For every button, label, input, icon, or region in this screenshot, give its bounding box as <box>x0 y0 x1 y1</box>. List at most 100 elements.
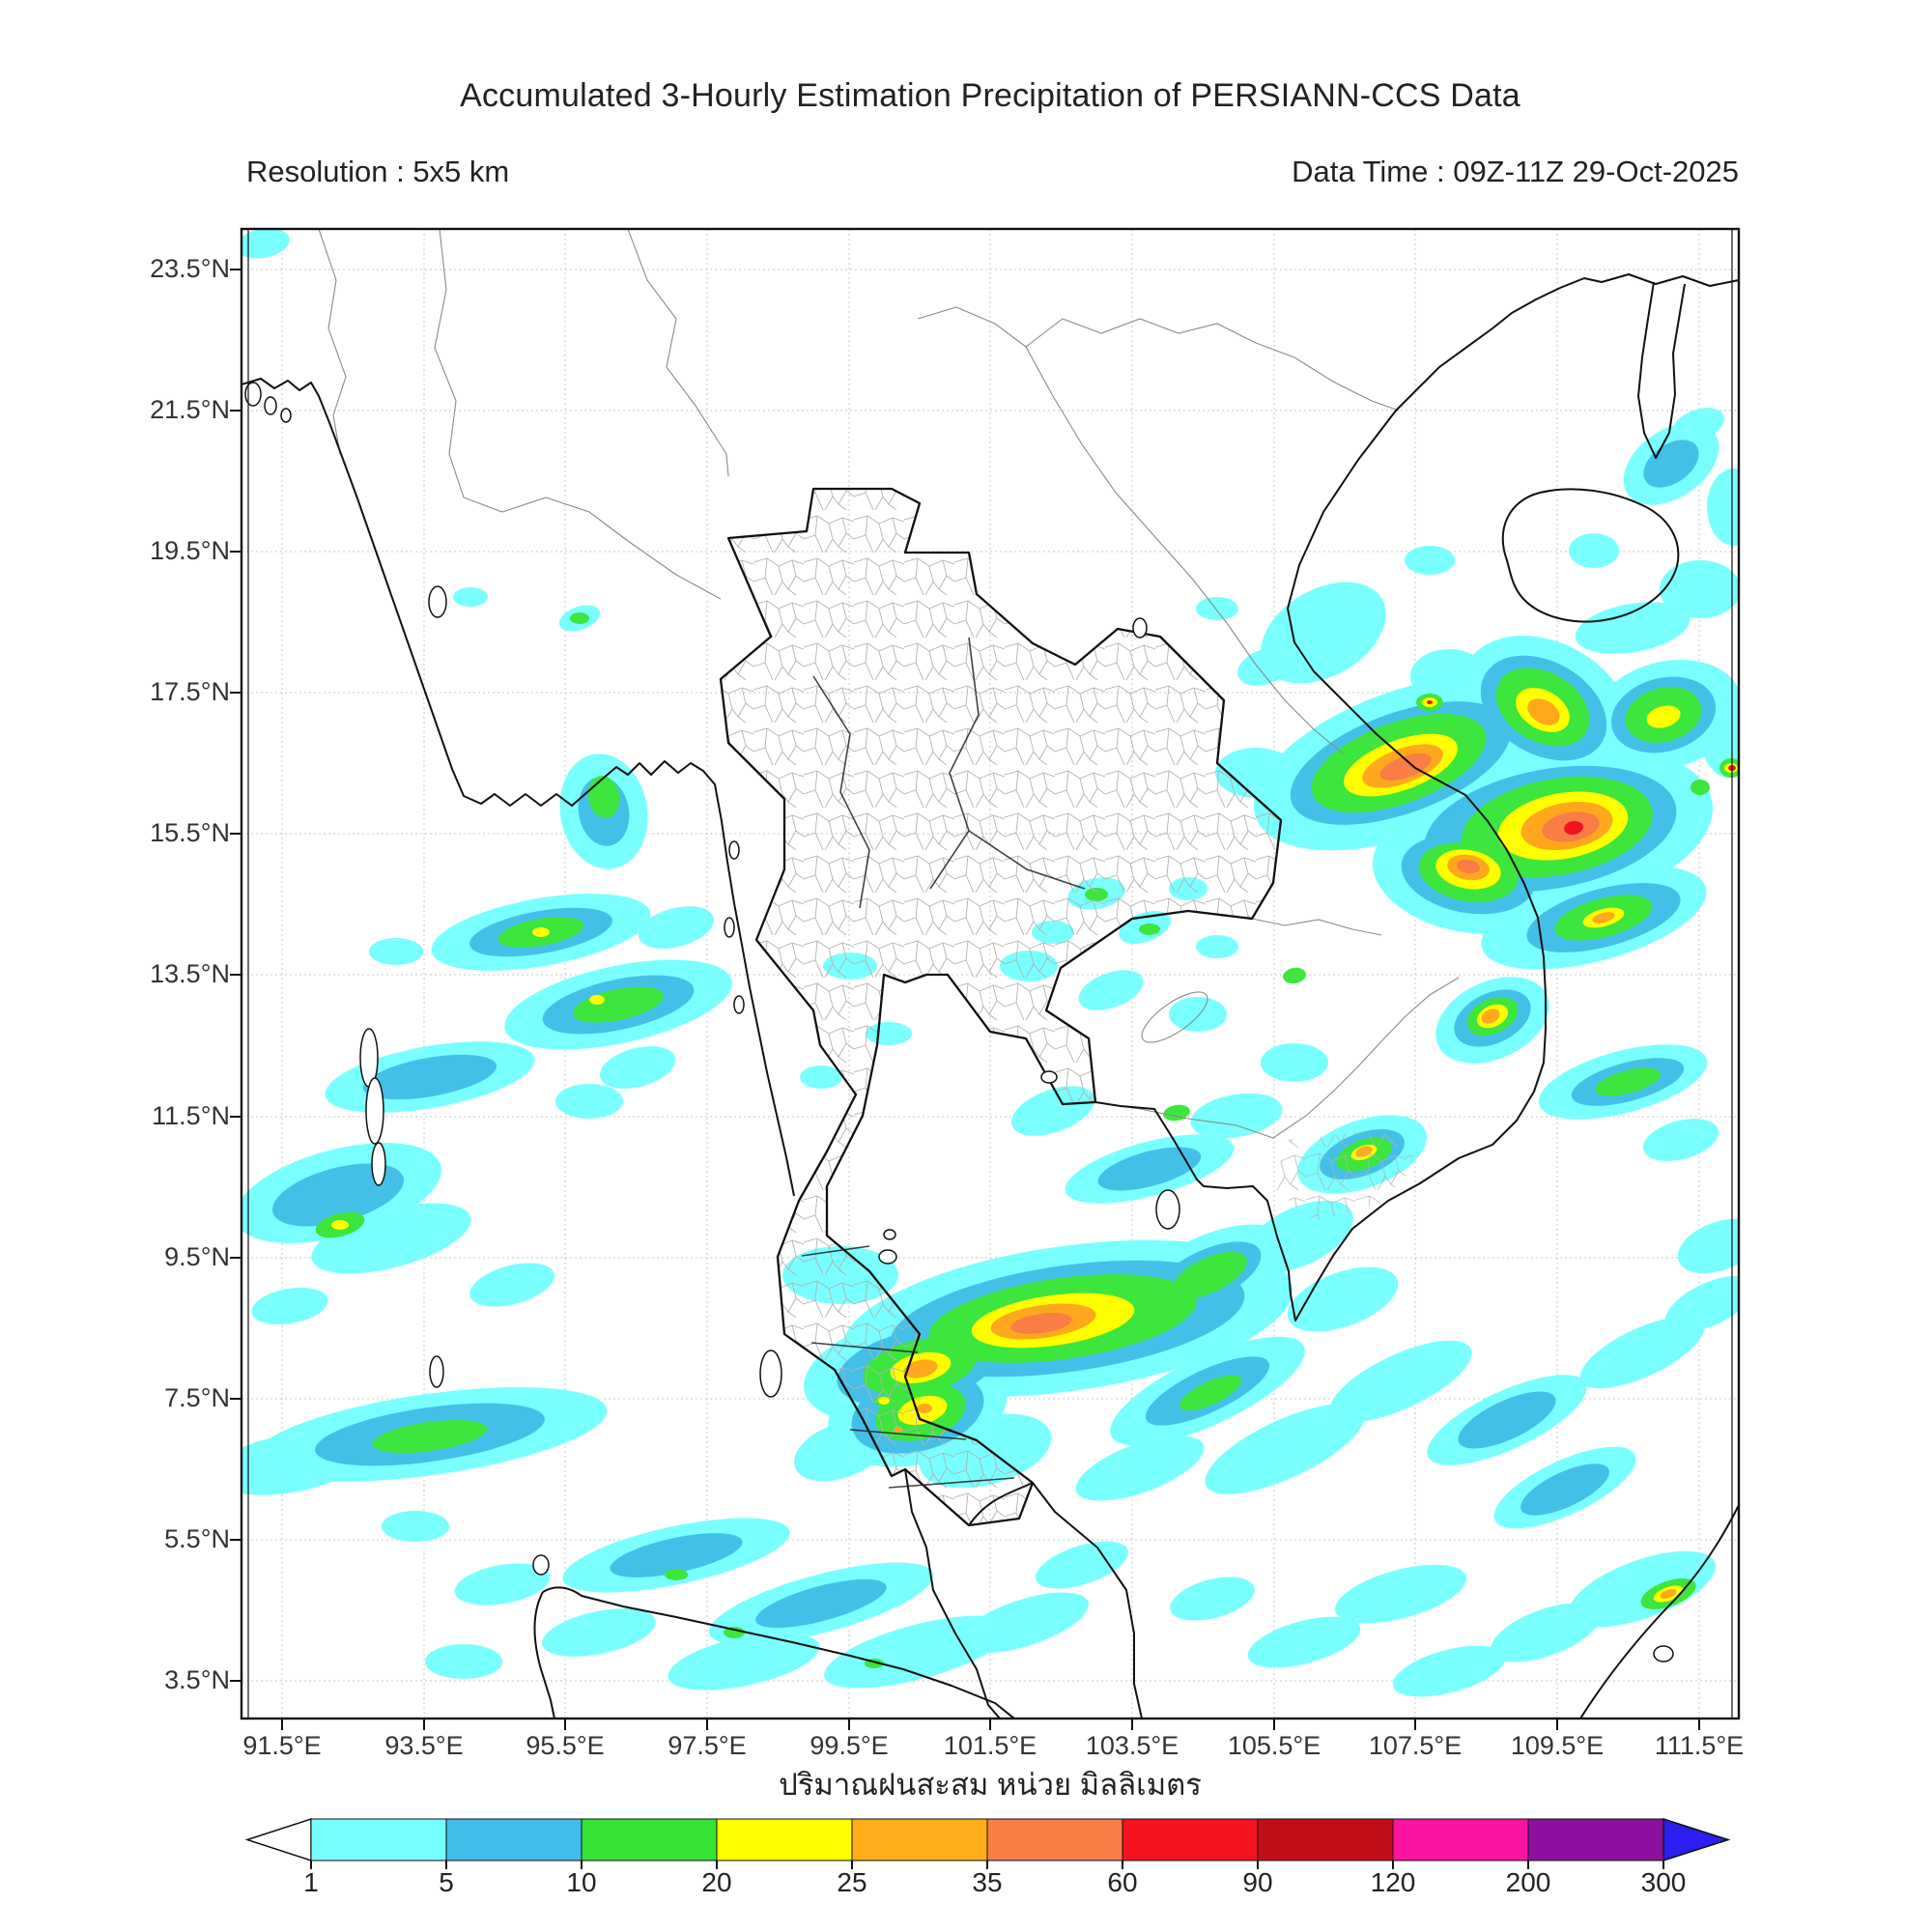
precip-blob-green <box>1139 923 1160 935</box>
precip-blob-cyan <box>1196 597 1238 620</box>
precip-blob-green <box>1179 1375 1242 1411</box>
precip-blob-green <box>665 1569 688 1580</box>
precip-blob-yellow <box>532 927 550 937</box>
colorbar-segment <box>581 1818 718 1861</box>
precip-blob-cyan <box>369 938 423 965</box>
page-title: Accumulated 3-Hourly Estimation Precipit… <box>460 77 1520 114</box>
precip-blob-cyan <box>382 1511 449 1542</box>
colorbar-label-thai: ปริมาณฝนสะสม หน่วย มิลลิเมตร <box>779 1768 1202 1802</box>
subtitle-datatime: Data Time : 09Z-11Z 29-Oct-2025 <box>1292 155 1739 188</box>
precip-blob-cyan <box>959 1592 1089 1654</box>
country-borders-thin <box>318 230 1460 1139</box>
precip-blob-orange <box>903 1359 938 1378</box>
precip-blob-cyan <box>1036 1541 1128 1589</box>
precip-blob-cyan <box>668 1633 820 1690</box>
precip-blob-orange <box>1527 698 1560 725</box>
precipitation-field <box>242 230 1738 1697</box>
precip-blob-cyan <box>1569 533 1619 568</box>
x-tick-label: 105.5°E <box>1227 1731 1321 1760</box>
precip-blob-cyan <box>1672 408 1724 442</box>
x-tick-label: 103.5°E <box>1085 1731 1179 1760</box>
y-tick-label: 5.5°N <box>164 1524 230 1553</box>
precip-blob-red <box>1427 700 1433 704</box>
colorbar-tick-label: 90 <box>1242 1867 1273 1897</box>
precip-blob-cyan <box>1170 1577 1255 1621</box>
colorbar-tick-label: 120 <box>1370 1867 1416 1897</box>
colorbar-tick-label: 60 <box>1107 1867 1138 1897</box>
precip-blob-cyan <box>1392 1645 1506 1697</box>
precip-blob-yellow <box>1646 705 1681 728</box>
thailand-outline <box>719 487 1283 1527</box>
x-tick-label: 93.5°E <box>384 1731 464 1760</box>
colorbar-segment <box>1122 1818 1259 1861</box>
colorbar-tick-label: 20 <box>701 1867 732 1897</box>
precip-blob-orange <box>1660 1589 1677 1599</box>
colorbar-segment <box>1527 1818 1664 1861</box>
y-tick-label: 11.5°N <box>152 1101 230 1130</box>
subtitle-resolution: Resolution : 5x5 km <box>246 155 510 188</box>
colorbar-segment <box>445 1818 582 1861</box>
colorbar-tick-label: 200 <box>1505 1867 1551 1897</box>
x-tick-label: 107.5°E <box>1368 1731 1463 1760</box>
precip-blob-cyan <box>800 1065 842 1089</box>
precip-blob-blue <box>362 1054 497 1100</box>
precip-blob-cyan <box>1287 1266 1399 1332</box>
x-tick-label: 91.5°E <box>242 1731 322 1760</box>
precip-blob-cyan <box>1196 935 1238 958</box>
y-tick-label: 13.5°N <box>150 959 230 988</box>
precip-blob-orange <box>1592 912 1615 923</box>
precip-blob-cyan <box>1075 1435 1205 1501</box>
precip-blob-cyan <box>1410 649 1488 703</box>
y-tick-label: 9.5°N <box>164 1242 230 1271</box>
precip-blob-cyan <box>1205 1404 1365 1494</box>
precip-blob-cyan <box>1190 1093 1283 1139</box>
precip-blob-cyan <box>1329 1340 1472 1423</box>
precip-blob-red <box>1564 820 1583 836</box>
precip-blob-salmon <box>1379 753 1432 781</box>
precip-blob-salmon <box>1010 1313 1072 1334</box>
precip-blob-cyan <box>454 1563 551 1605</box>
precip-blob-green <box>587 776 620 818</box>
precip-blob-blue <box>1097 1147 1202 1191</box>
precip-blob-orange <box>1481 1009 1500 1024</box>
precip-blob-cyan <box>251 1287 328 1325</box>
precip-blob-cyan <box>1261 1043 1328 1082</box>
islands <box>244 382 1674 1662</box>
precip-blob-cyan <box>1660 560 1738 618</box>
precip-blob-cyan <box>1643 1119 1719 1161</box>
precip-blob-orange <box>917 1404 932 1413</box>
colorbar-tick-label: 10 <box>566 1867 597 1897</box>
precip-blob-salmon <box>1457 859 1480 874</box>
y-tick-label: 19.5°N <box>150 536 230 565</box>
precip-blob-green <box>372 1419 488 1454</box>
precip-blob-cyan <box>1237 647 1293 686</box>
precip-blob-cyan <box>1579 1316 1705 1389</box>
x-tick-label: 109.5°E <box>1510 1731 1605 1760</box>
colorbar-under-arrow <box>244 1817 312 1862</box>
x-tick-label: 97.5°E <box>668 1731 747 1760</box>
colorbar-segment <box>986 1818 1123 1861</box>
precip-blob-blue <box>1520 1463 1609 1516</box>
axis-ticks <box>230 269 1700 1730</box>
precip-blob-cyan <box>311 1203 471 1274</box>
precip-blob-green <box>1172 1251 1247 1299</box>
precip-blob-yellow <box>589 995 605 1005</box>
y-tick-label: 21.5°N <box>150 395 230 424</box>
precip-blob-cyan <box>1169 997 1227 1032</box>
x-tick-label: 99.5°E <box>810 1731 889 1760</box>
precip-blob-green <box>570 612 589 624</box>
precip-blob-cyan <box>469 1263 554 1307</box>
colorbar <box>244 1817 1731 1869</box>
x-tick-label: 101.5°E <box>943 1731 1037 1760</box>
y-tick-label: 17.5°N <box>150 677 230 706</box>
precip-blob-cyan <box>1491 1603 1601 1662</box>
precip-blob-green <box>1163 1104 1190 1122</box>
colorbar-tick-label: 1 <box>303 1867 319 1897</box>
precip-blob-cyan <box>242 230 290 259</box>
precip-blob-blue <box>610 1533 743 1577</box>
coastlines <box>242 273 1738 1718</box>
colorbar-tick-label: 5 <box>439 1867 454 1897</box>
precip-blob-cyan <box>1707 469 1738 546</box>
precip-blob-cyan <box>600 1046 675 1089</box>
